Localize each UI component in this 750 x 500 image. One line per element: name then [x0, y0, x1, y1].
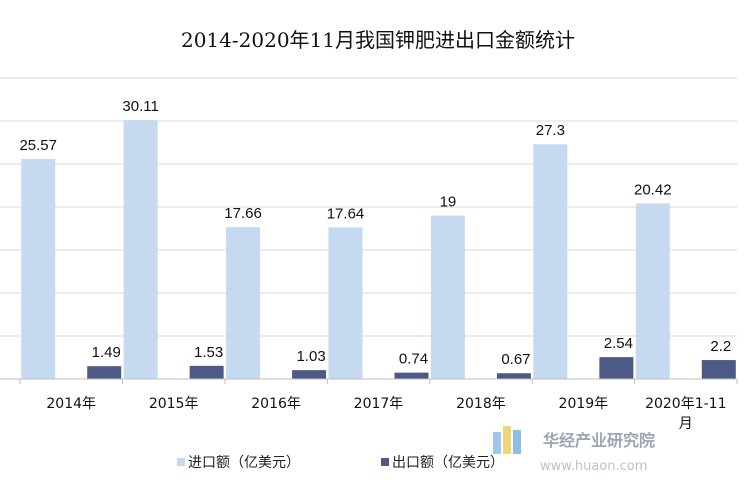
bar-export — [496, 373, 531, 379]
bar-export — [292, 370, 327, 379]
bar-import — [533, 144, 568, 379]
data-label-export: 2.54 — [604, 335, 633, 352]
bar-import — [21, 159, 56, 379]
x-axis: 2014年 2015年 2016年 2017年 2018年 2019年 2020年1-11 月 — [0, 378, 738, 432]
chart-title: 2014-2020年11月我国钾肥进出口金额统计 — [181, 28, 575, 52]
data-label-import: 17.64 — [327, 205, 365, 222]
watermark-logo — [493, 426, 521, 454]
x-tick-label: 2016年 — [251, 396, 301, 412]
bar-import — [123, 120, 158, 379]
x-tick-label: 2015年 — [149, 396, 199, 412]
bars — [21, 120, 736, 379]
data-label-import: 25.57 — [19, 137, 57, 154]
legend-swatch-export — [381, 458, 389, 466]
watermark-name: 华经产业研究院 — [543, 431, 655, 450]
data-label-export: 1.49 — [92, 344, 121, 361]
x-tick-label: 2020年1-11 月 — [645, 396, 726, 432]
x-tick-label: 2014年 — [46, 396, 96, 412]
data-label-export: 0.67 — [501, 351, 530, 368]
x-tick-label: 2017年 — [354, 396, 404, 412]
data-label-export: 1.03 — [296, 348, 325, 365]
watermark: 华经产业研究院 www.huaon.com — [493, 426, 655, 474]
data-label-export: 1.53 — [194, 344, 223, 361]
data-label-export: 0.74 — [399, 351, 428, 368]
data-labels: 25.57 30.11 17.66 17.64 19 27.3 20.42 1.49 1.53 1… — [19, 98, 731, 368]
legend-swatch-import — [177, 458, 185, 466]
bar-import — [635, 203, 670, 379]
bar-export — [701, 360, 736, 379]
data-label-import: 27.3 — [536, 122, 565, 139]
data-label-import: 30.11 — [122, 98, 158, 115]
gridlines — [0, 77, 737, 337]
data-label-export: 2.2 — [710, 338, 731, 355]
bar-export — [599, 357, 634, 379]
data-label-import: 17.66 — [224, 205, 262, 222]
bar-export — [87, 366, 122, 379]
data-label-import: 20.42 — [634, 181, 672, 198]
bar-export — [189, 365, 224, 379]
data-label-import: 19 — [440, 194, 457, 211]
legend-label-import: 进口额（亿美元） — [188, 455, 300, 471]
x-tick-label: 2019年 — [559, 396, 609, 412]
bar-import — [328, 227, 363, 379]
legend: 进口额（亿美元） 出口额（亿美元） — [177, 455, 504, 471]
watermark-url: www.huaon.com — [540, 459, 647, 474]
bar-import — [430, 215, 465, 379]
bar-export — [394, 372, 429, 379]
bar-import — [226, 227, 261, 379]
x-tick-label: 2018年 — [456, 396, 506, 412]
legend-label-export: 出口额（亿美元） — [392, 455, 504, 471]
